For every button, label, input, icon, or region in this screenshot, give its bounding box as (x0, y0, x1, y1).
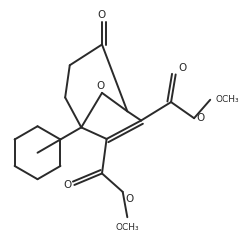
Text: O: O (125, 194, 133, 204)
Text: OCH₃: OCH₃ (116, 223, 139, 232)
Text: O: O (178, 63, 186, 73)
Text: O: O (196, 113, 205, 123)
Text: O: O (98, 10, 106, 20)
Text: O: O (97, 80, 105, 91)
Text: OCH₃: OCH₃ (216, 95, 240, 104)
Text: O: O (64, 180, 72, 190)
